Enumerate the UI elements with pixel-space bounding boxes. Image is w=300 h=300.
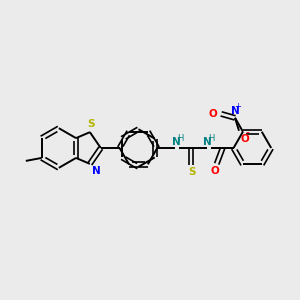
Text: O: O (241, 134, 250, 144)
Text: +: + (235, 102, 242, 111)
Text: N: N (172, 137, 181, 147)
Text: S: S (188, 167, 196, 177)
Text: O: O (210, 166, 219, 176)
Text: O: O (208, 109, 217, 119)
Text: N: N (92, 166, 100, 176)
Text: N: N (231, 106, 239, 116)
Text: S: S (87, 119, 94, 129)
Text: H: H (177, 134, 183, 143)
Text: H: H (208, 134, 215, 143)
Text: N: N (203, 137, 212, 147)
Text: -: - (246, 127, 250, 137)
